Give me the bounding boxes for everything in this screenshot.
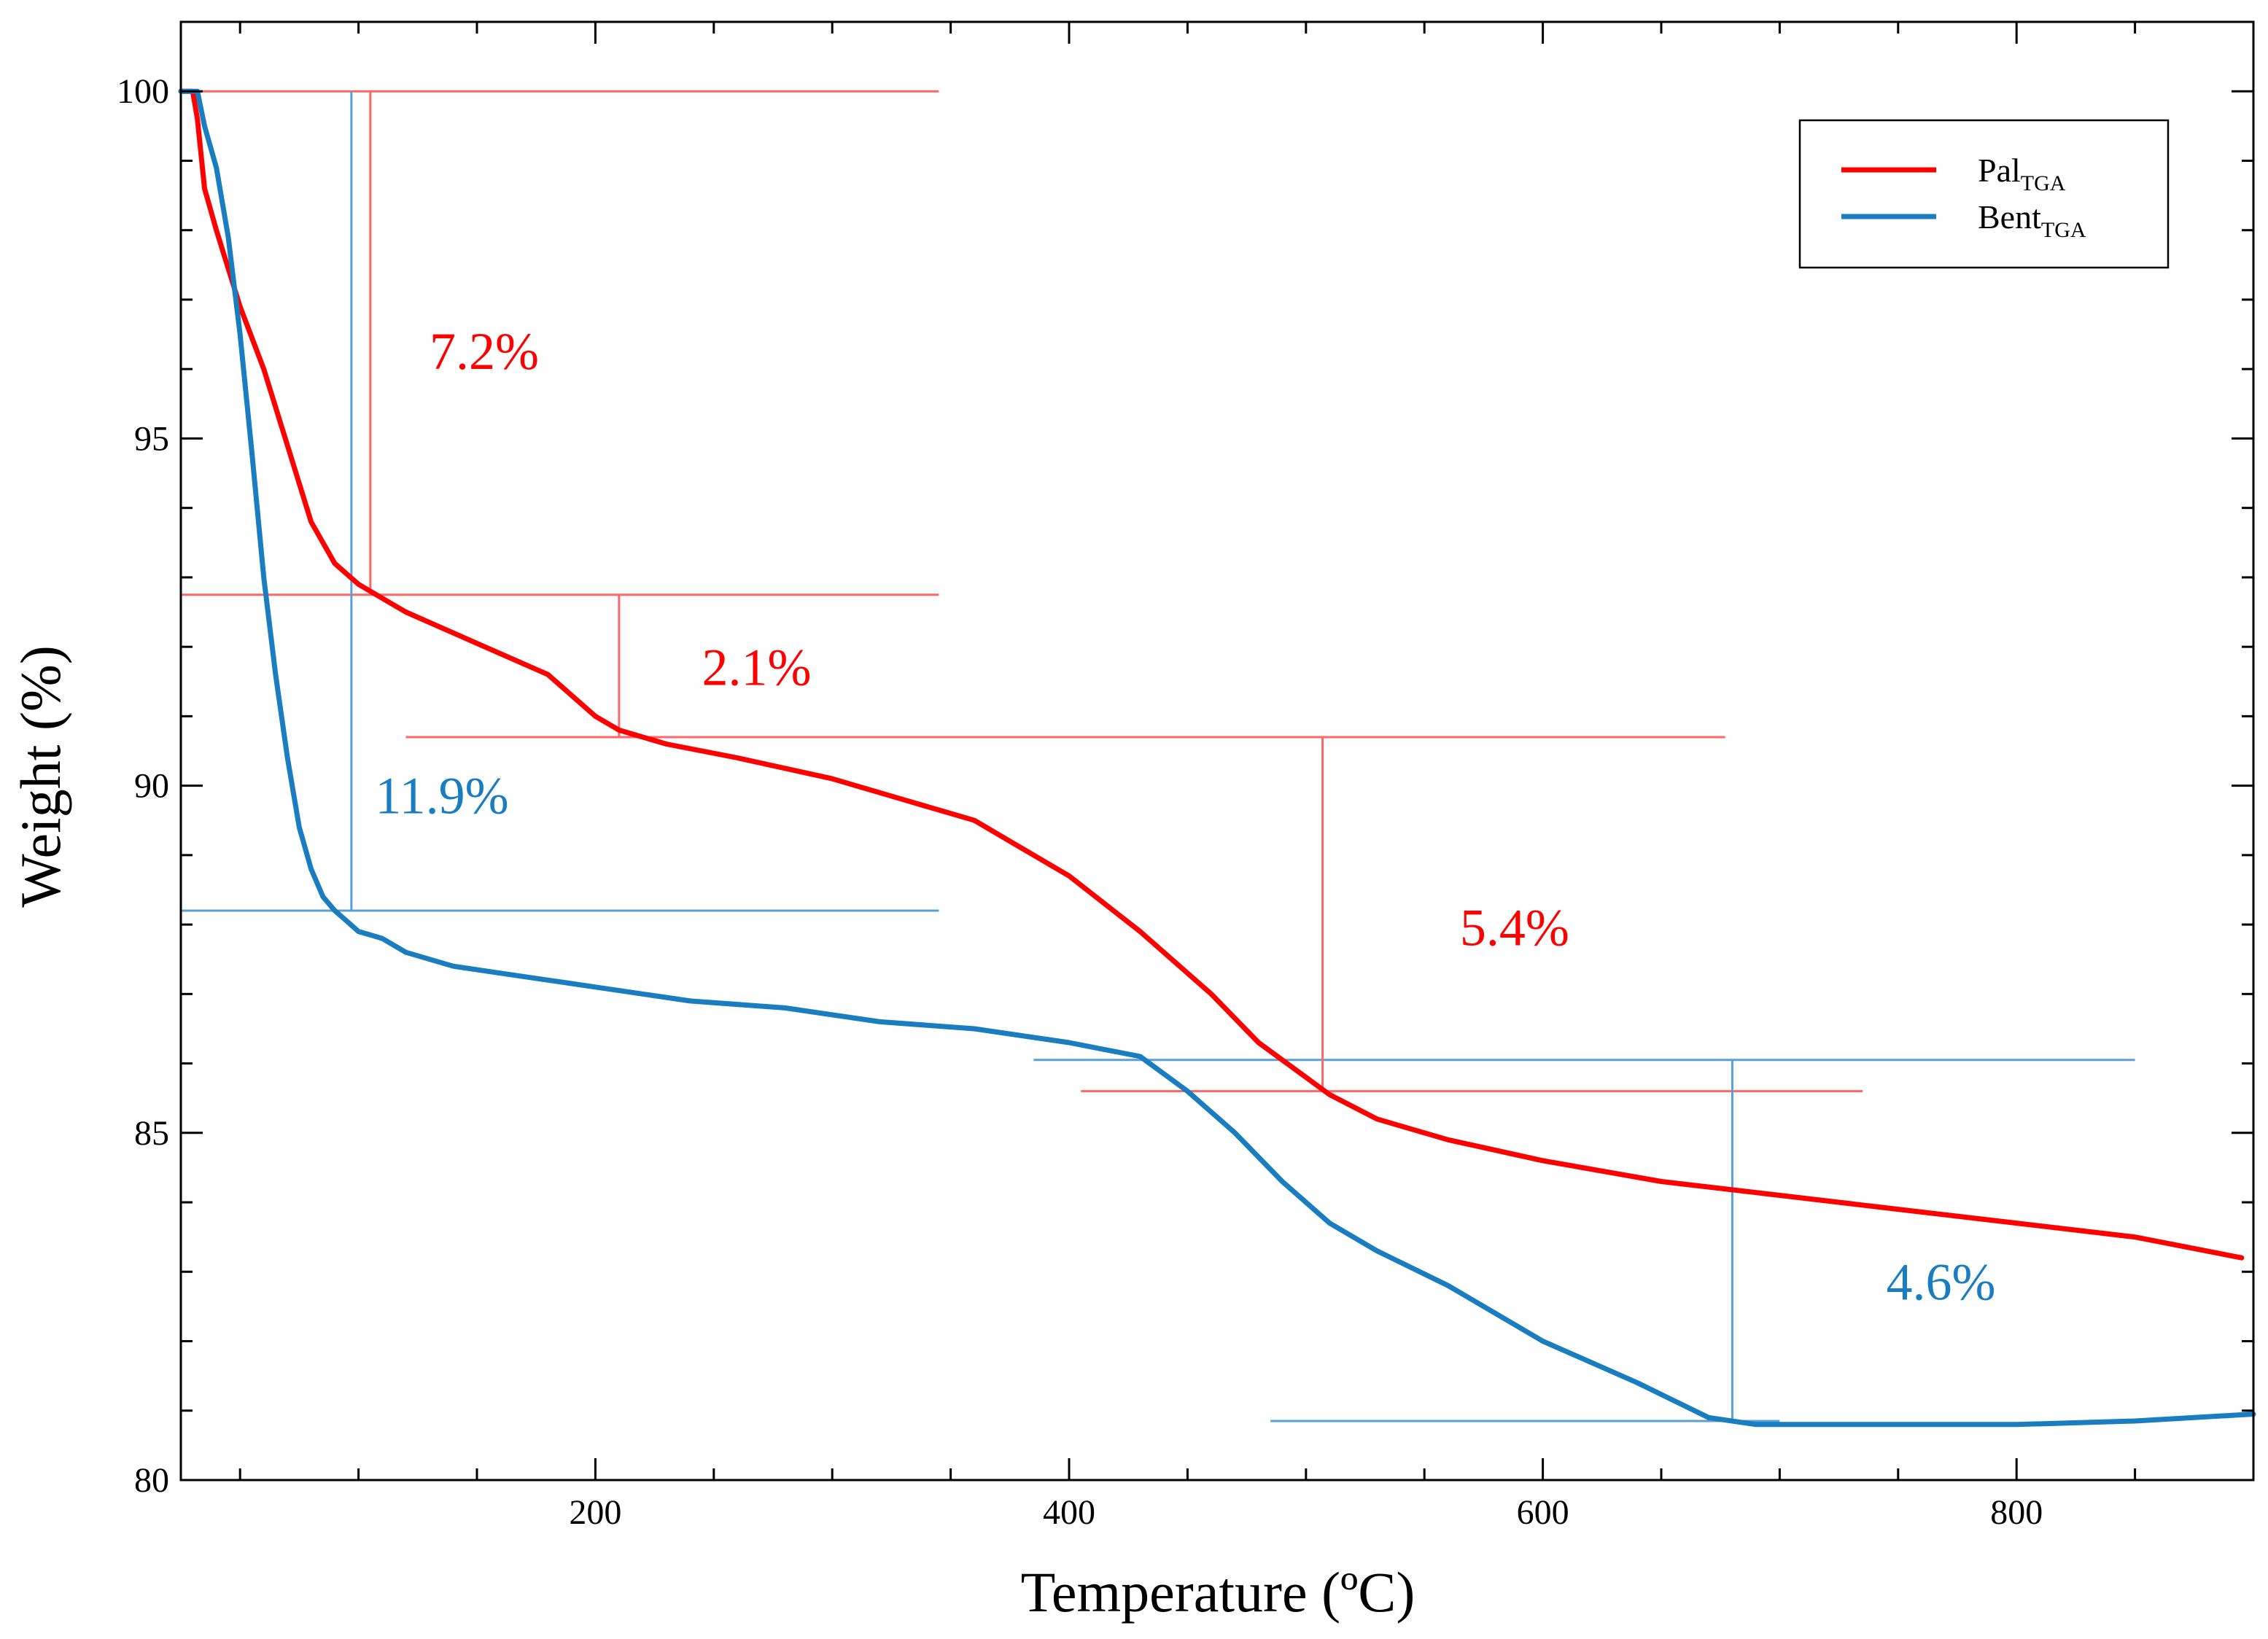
y-tick-label: 100 <box>117 72 169 111</box>
annotations: 7.2% 2.1% 5.4% 11.9% 4.6% <box>375 322 1995 1311</box>
legend-label-pal-name: Pal <box>1978 152 2021 189</box>
annotation-label-2: 5.4% <box>1460 899 1569 957</box>
y-axis-title: Weight (%) <box>9 645 72 908</box>
y-tick-label: 95 <box>134 419 169 458</box>
y-tick-label: 85 <box>134 1114 169 1153</box>
series-line-pal <box>178 88 2245 1261</box>
annotation-label-1: 2.1% <box>702 639 812 697</box>
x-tick-label: 600 <box>1517 1493 1569 1532</box>
plot-frame <box>179 20 2255 1482</box>
x-axis-title: Temperature (ºC) <box>1021 1560 1415 1624</box>
annotation-label-4: 4.6% <box>1887 1253 1996 1311</box>
legend-label-bent: BentTGA <box>1978 198 2086 242</box>
annotation-label-0: 7.2% <box>430 322 539 381</box>
x-tick-label: 200 <box>569 1493 621 1532</box>
legend-label-bent-sub: TGA <box>2041 218 2086 242</box>
legend-label-pal: PalTGA <box>1978 152 2066 195</box>
reference-lines <box>181 90 2135 1422</box>
series-line-bent <box>178 88 2256 1428</box>
axes: 200 400 600 800 80 85 90 95 100 <box>117 20 2255 1532</box>
legend-box <box>1798 119 2170 269</box>
legend-label-pal-sub: TGA <box>2021 171 2066 195</box>
x-tick-label: 800 <box>1990 1493 2043 1532</box>
legend-label-bent-name: Bent <box>1978 198 2041 235</box>
x-tick-label: 400 <box>1043 1493 1095 1532</box>
y-tick-label: 80 <box>134 1461 169 1500</box>
series-lines <box>178 88 2256 1428</box>
legend: PalTGA BentTGA <box>1798 119 2170 269</box>
annotation-label-3: 11.9% <box>375 767 508 825</box>
y-tick-label: 90 <box>134 767 169 806</box>
